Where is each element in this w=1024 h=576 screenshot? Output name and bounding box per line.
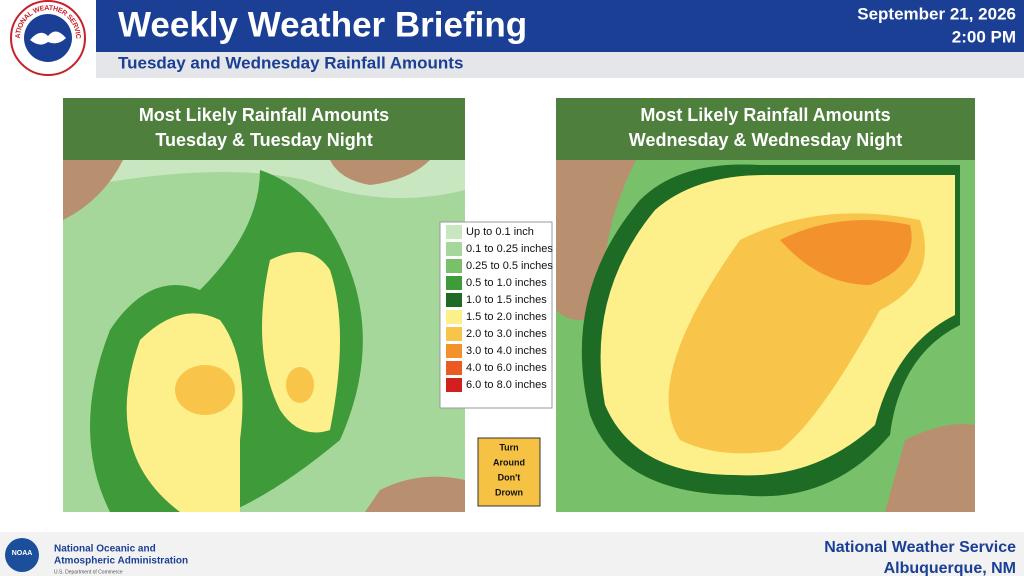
department: U.S. Department of Commerce [54,569,123,575]
terrain [365,476,465,512]
noaa-logo [5,538,39,572]
legend-swatch [446,276,462,290]
map-wednesday [556,98,975,512]
subtitle-bar [96,52,1024,78]
map-title-bar [556,98,975,160]
map-title: Most Likely Rainfall Amounts [640,105,890,125]
terrain [330,160,430,185]
terrain [885,424,975,512]
legend-swatch [446,378,462,392]
sign-text: Drown [495,487,523,497]
legend-swatch [446,344,462,358]
map-title: Wednesday & Wednesday Night [629,130,902,150]
office-line: National Weather Service [824,539,1016,556]
subtitle: Tuesday and Wednesday Rainfall Amounts [118,53,463,72]
legend-label: 1.5 to 2.0 inches [466,311,547,323]
sign-text: Turn [499,442,518,452]
agency-line: Atmospheric Administration [54,556,188,567]
legend-label: 0.5 to 1.0 inches [466,277,547,289]
terrain [556,160,636,320]
legend-label: 3.0 to 4.0 inches [466,345,547,357]
time: 2:00 PM [952,27,1016,46]
legend: Up to 0.1 inch 0.1 to 0.25 inches 0.25 to … [439,221,553,409]
legend-label: Up to 0.1 inch [466,226,534,238]
map-title: Most Likely Rainfall Amounts [139,105,389,125]
legend-swatch [446,361,462,375]
legend-swatch [446,327,462,341]
sign-text: Don't [498,472,521,482]
legend-label: 6.0 to 8.0 inches [466,379,547,391]
legend-label: 1.0 to 1.5 inches [466,294,547,306]
office-line: Albuquerque, NM [884,560,1016,576]
rain-area [780,220,912,285]
terrain [63,160,123,220]
rain-area [262,252,340,433]
sign-text: Around [493,457,525,467]
rain-area [286,367,314,403]
rain-area [175,365,235,415]
legend-label: 4.0 to 6.0 inches [466,362,547,374]
footer-bar [0,532,1024,576]
legend-label: 2.0 to 3.0 inches [466,328,547,340]
legend-label: 0.1 to 0.25 inches [466,243,553,255]
nws-logo-cloud [30,31,66,45]
sign-board [477,437,541,507]
agency-line: National Oceanic and [54,544,156,555]
title: Weekly Weather Briefing [118,5,527,44]
legend-label: 0.25 to 0.5 inches [466,260,553,272]
rain-area [126,313,243,512]
legend-swatch [446,259,462,273]
map-title: Tuesday & Tuesday Night [155,130,372,150]
map-tuesday [63,98,465,512]
legend-swatch [446,293,462,307]
date: September 21, 2026 [857,4,1016,23]
legend-swatch [446,225,462,239]
map-title-bar [63,98,465,160]
flood-sign: Turn Around Don't Drown [477,437,541,507]
noaa-logo-text: NOAA [12,550,33,557]
legend-swatch [446,310,462,324]
legend-swatch [446,242,462,256]
header-bar [96,0,1024,52]
